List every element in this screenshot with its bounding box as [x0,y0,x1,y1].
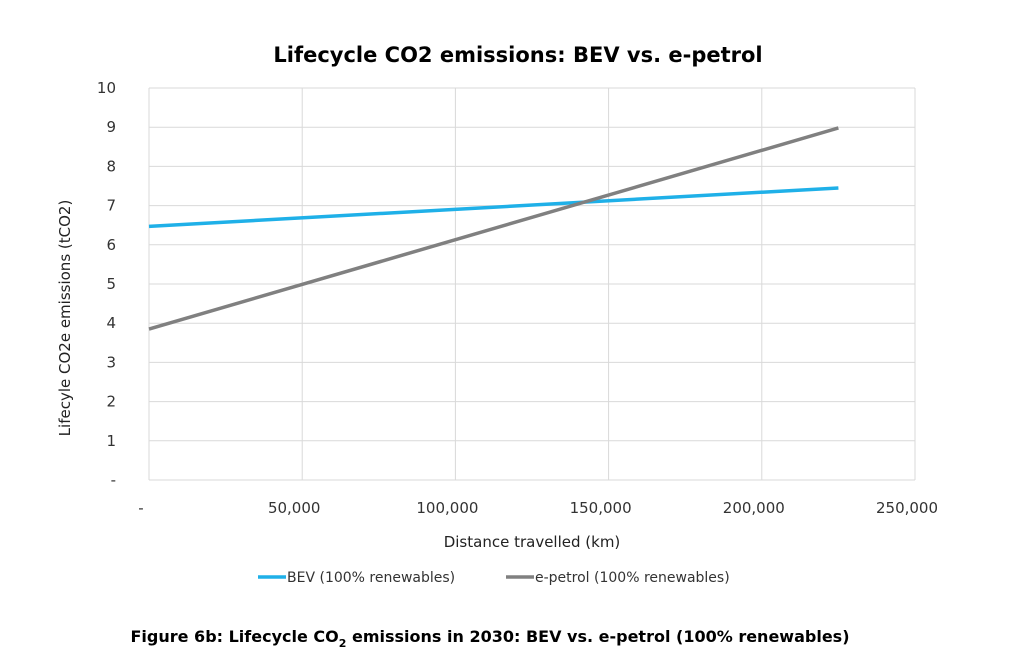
series-line-bev [148,186,839,229]
chart-title: Lifecycle CO2 emissions: BEV vs. e-petro… [273,43,762,67]
legend-label: e-petrol (100% renewables) [535,570,730,586]
series-line-e-petrol [148,126,839,331]
y-tick-label: - [111,471,116,489]
y-tick-label: 6 [106,236,116,254]
caption-prefix: Figure 6b: Lifecycle CO [130,627,338,646]
x-tick-label: 100,000 [416,499,478,517]
grid [148,87,916,481]
x-tick-label: 150,000 [570,499,632,517]
figure-caption: Figure 6b: Lifecycle CO2 emissions in 20… [130,627,849,650]
y-tick-label: 4 [106,314,116,332]
x-tick-label: - [138,499,143,517]
y-tick-label: 8 [106,157,116,175]
caption-subscript: 2 [339,637,347,650]
x-tick-label: 50,000 [268,499,321,517]
x-axis-ticks: - 50,000 100,000 150,000 200,000 250,000 [138,499,938,517]
y-tick-label: 2 [106,393,116,411]
y-axis-ticks: - 1 2 3 4 5 6 7 8 9 10 [97,79,116,489]
series-lines [148,126,839,331]
caption-suffix: emissions in 2030: BEV vs. e-petrol (100… [346,627,849,646]
y-tick-label: 1 [106,432,116,450]
legend: BEV (100% renewables) e-petrol (100% rene… [258,570,730,586]
x-tick-label: 200,000 [723,499,785,517]
y-axis-label: Lifecyle CO2e emissions (tCO2) [56,200,74,437]
legend-label: BEV (100% renewables) [287,570,455,586]
x-tick-label: 250,000 [876,499,938,517]
y-tick-label: 9 [106,118,116,136]
x-axis-label: Distance travelled (km) [444,533,621,551]
y-tick-label: 7 [106,197,116,215]
y-tick-label: 10 [97,79,116,97]
y-tick-label: 5 [106,275,116,293]
y-tick-label: 3 [106,353,116,371]
